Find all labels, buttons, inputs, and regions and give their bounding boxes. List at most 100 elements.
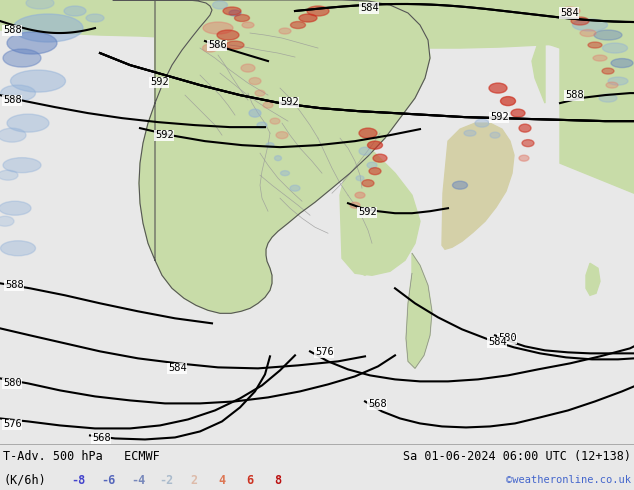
Text: 584: 584 xyxy=(360,3,378,13)
Ellipse shape xyxy=(26,0,54,9)
Ellipse shape xyxy=(1,85,36,101)
Ellipse shape xyxy=(226,41,244,49)
Text: -4: -4 xyxy=(131,474,145,487)
Text: 576: 576 xyxy=(3,419,22,429)
Ellipse shape xyxy=(307,6,329,16)
Ellipse shape xyxy=(229,10,241,16)
Ellipse shape xyxy=(1,241,36,256)
Polygon shape xyxy=(340,138,420,275)
Ellipse shape xyxy=(367,162,377,168)
Ellipse shape xyxy=(241,64,255,72)
Ellipse shape xyxy=(3,158,41,172)
Ellipse shape xyxy=(560,7,580,15)
Ellipse shape xyxy=(0,216,14,226)
Ellipse shape xyxy=(13,14,83,42)
Ellipse shape xyxy=(299,14,317,22)
Ellipse shape xyxy=(606,82,618,88)
Text: 588: 588 xyxy=(5,280,23,290)
Ellipse shape xyxy=(490,132,500,138)
Ellipse shape xyxy=(0,128,26,142)
Ellipse shape xyxy=(203,22,233,34)
Ellipse shape xyxy=(511,109,525,117)
Ellipse shape xyxy=(522,140,534,147)
Polygon shape xyxy=(586,263,600,295)
Ellipse shape xyxy=(0,170,18,180)
Ellipse shape xyxy=(519,124,531,132)
Text: 588: 588 xyxy=(3,25,22,35)
Ellipse shape xyxy=(275,156,281,161)
Ellipse shape xyxy=(359,128,377,138)
Ellipse shape xyxy=(276,132,288,139)
Ellipse shape xyxy=(594,30,622,40)
Ellipse shape xyxy=(611,59,633,68)
Text: 6: 6 xyxy=(247,474,254,487)
Text: 4: 4 xyxy=(219,474,226,487)
Text: 580: 580 xyxy=(498,333,517,343)
Text: 592: 592 xyxy=(358,207,377,217)
Polygon shape xyxy=(348,138,386,275)
Ellipse shape xyxy=(217,30,239,40)
Ellipse shape xyxy=(249,109,261,117)
Ellipse shape xyxy=(279,28,291,34)
Text: ©weatheronline.co.uk: ©weatheronline.co.uk xyxy=(506,475,631,485)
Ellipse shape xyxy=(369,168,381,174)
Polygon shape xyxy=(0,0,634,48)
Ellipse shape xyxy=(249,77,261,85)
Ellipse shape xyxy=(3,49,41,67)
Ellipse shape xyxy=(223,7,241,15)
Ellipse shape xyxy=(573,19,607,31)
Ellipse shape xyxy=(571,17,589,25)
Text: 588: 588 xyxy=(3,95,22,105)
Ellipse shape xyxy=(255,90,265,96)
Ellipse shape xyxy=(7,32,57,54)
Ellipse shape xyxy=(11,70,65,92)
Text: -6: -6 xyxy=(101,474,115,487)
Ellipse shape xyxy=(242,22,254,28)
Ellipse shape xyxy=(489,83,507,93)
Ellipse shape xyxy=(602,43,628,53)
Text: 592: 592 xyxy=(490,112,508,122)
Ellipse shape xyxy=(608,77,628,85)
Text: 576: 576 xyxy=(315,347,333,357)
Ellipse shape xyxy=(202,44,217,52)
Text: 584: 584 xyxy=(560,8,579,18)
Ellipse shape xyxy=(235,15,250,22)
Text: (K/6h): (K/6h) xyxy=(3,474,46,487)
Polygon shape xyxy=(113,0,430,313)
Text: 8: 8 xyxy=(275,474,281,487)
Polygon shape xyxy=(560,0,634,193)
Ellipse shape xyxy=(362,180,374,187)
Ellipse shape xyxy=(270,118,280,124)
Ellipse shape xyxy=(599,94,617,102)
Ellipse shape xyxy=(290,185,300,191)
Text: -8: -8 xyxy=(71,474,85,487)
Ellipse shape xyxy=(500,97,515,106)
Ellipse shape xyxy=(64,6,86,16)
Text: 2: 2 xyxy=(190,474,198,487)
Text: 580: 580 xyxy=(3,378,22,389)
Ellipse shape xyxy=(350,202,360,208)
Ellipse shape xyxy=(359,147,371,155)
Ellipse shape xyxy=(356,176,364,181)
Text: T-Adv. 500 hPa   ECMWF: T-Adv. 500 hPa ECMWF xyxy=(3,450,160,463)
Text: -2: -2 xyxy=(159,474,173,487)
Ellipse shape xyxy=(280,171,290,176)
Ellipse shape xyxy=(519,155,529,161)
Text: 592: 592 xyxy=(280,97,299,107)
Ellipse shape xyxy=(373,154,387,162)
Text: 584: 584 xyxy=(168,364,187,373)
Text: 592: 592 xyxy=(155,130,174,140)
Polygon shape xyxy=(442,123,514,249)
Ellipse shape xyxy=(602,68,614,74)
Text: 588: 588 xyxy=(565,90,584,100)
Ellipse shape xyxy=(257,122,267,128)
Ellipse shape xyxy=(368,141,382,149)
Text: 592: 592 xyxy=(150,77,169,87)
Ellipse shape xyxy=(86,14,104,22)
Ellipse shape xyxy=(266,143,274,147)
Ellipse shape xyxy=(355,192,365,198)
Ellipse shape xyxy=(263,102,273,108)
Ellipse shape xyxy=(464,130,476,136)
Text: 584: 584 xyxy=(488,337,507,347)
Ellipse shape xyxy=(7,114,49,132)
